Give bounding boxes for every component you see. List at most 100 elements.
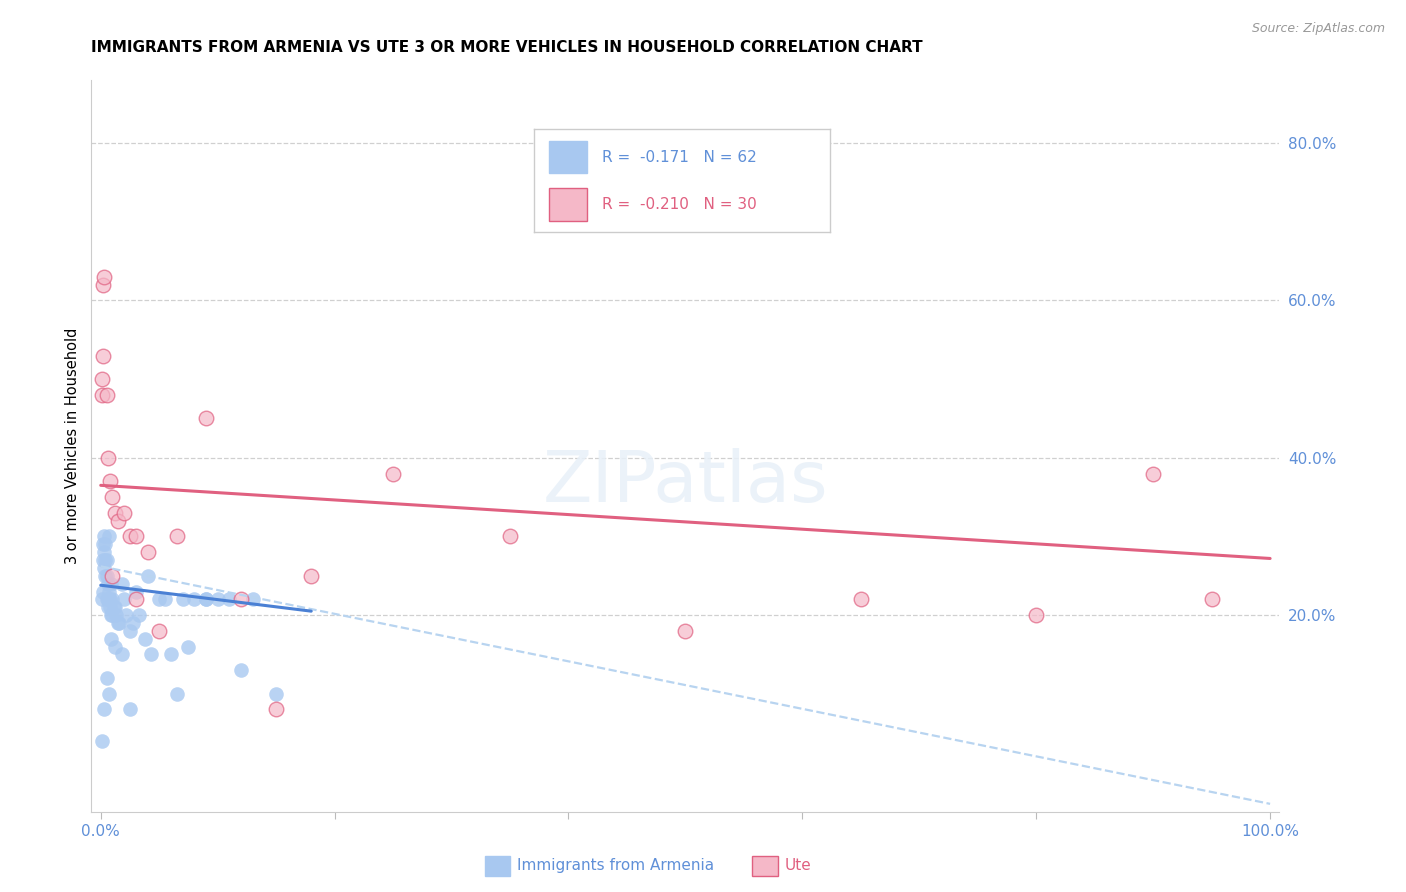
Point xyxy=(148,592,170,607)
Text: Source: ZipAtlas.com: Source: ZipAtlas.com xyxy=(1251,22,1385,36)
Point xyxy=(96,553,118,567)
Point xyxy=(107,514,129,528)
Point xyxy=(100,632,122,646)
Point xyxy=(264,702,287,716)
Point xyxy=(90,734,112,748)
Point xyxy=(104,608,127,623)
Point xyxy=(108,615,131,630)
Point xyxy=(94,568,117,582)
Point xyxy=(177,640,200,654)
Point xyxy=(101,592,124,607)
Point xyxy=(111,648,134,662)
Point xyxy=(94,553,117,567)
Point xyxy=(122,615,145,630)
Point xyxy=(264,687,287,701)
Text: Immigrants from Armenia: Immigrants from Armenia xyxy=(517,858,714,872)
Text: ZIPatlas: ZIPatlas xyxy=(543,448,828,517)
Point xyxy=(93,702,115,716)
Text: R =  -0.210   N = 30: R = -0.210 N = 30 xyxy=(602,197,756,211)
Text: R =  -0.171   N = 62: R = -0.171 N = 62 xyxy=(602,150,756,164)
Point xyxy=(93,529,115,543)
Point xyxy=(111,576,134,591)
Point xyxy=(136,568,159,582)
Point xyxy=(112,592,135,607)
Point xyxy=(166,529,188,543)
Point xyxy=(97,584,120,599)
Point xyxy=(96,671,118,685)
Point xyxy=(91,537,114,551)
Point xyxy=(104,640,127,654)
Point xyxy=(93,545,115,559)
Point xyxy=(172,592,194,607)
Y-axis label: 3 or more Vehicles in Household: 3 or more Vehicles in Household xyxy=(65,328,80,564)
Point xyxy=(97,576,120,591)
Point xyxy=(195,411,218,425)
Point xyxy=(125,584,148,599)
Point xyxy=(101,608,124,623)
Point xyxy=(91,584,114,599)
Point xyxy=(112,506,135,520)
Point xyxy=(96,592,118,607)
Point xyxy=(98,592,121,607)
Point xyxy=(98,600,121,615)
Point xyxy=(97,592,120,607)
Point xyxy=(195,592,218,607)
Point xyxy=(849,592,872,607)
Point xyxy=(153,592,176,607)
Point xyxy=(382,467,405,481)
Text: Ute: Ute xyxy=(785,858,811,872)
Point xyxy=(148,624,170,638)
Point xyxy=(100,576,122,591)
Point xyxy=(91,349,114,363)
Point xyxy=(118,624,141,638)
Point xyxy=(499,529,522,543)
Point xyxy=(101,490,124,504)
Point xyxy=(103,600,125,615)
Point xyxy=(218,592,240,607)
Point xyxy=(139,648,162,662)
Point xyxy=(104,506,127,520)
Point xyxy=(97,450,120,465)
Point xyxy=(97,687,120,701)
Point xyxy=(97,592,120,607)
Point xyxy=(94,537,117,551)
Point xyxy=(96,388,118,402)
Point xyxy=(128,608,150,623)
Point xyxy=(299,568,322,582)
Point xyxy=(1201,592,1223,607)
Point xyxy=(97,600,120,615)
Point xyxy=(242,592,264,607)
Point xyxy=(91,277,114,292)
Point xyxy=(183,592,205,607)
Point xyxy=(101,568,124,582)
Point xyxy=(107,615,129,630)
Point xyxy=(166,687,188,701)
Point xyxy=(136,545,159,559)
Point xyxy=(125,592,148,607)
Point xyxy=(90,592,112,607)
Point xyxy=(96,568,118,582)
Point xyxy=(118,529,141,543)
Point xyxy=(195,592,218,607)
Point xyxy=(90,372,112,386)
Point xyxy=(93,269,115,284)
Point xyxy=(673,624,696,638)
Bar xyxy=(548,188,588,220)
Point xyxy=(93,561,115,575)
Point xyxy=(115,608,138,623)
Text: IMMIGRANTS FROM ARMENIA VS UTE 3 OR MORE VEHICLES IN HOUSEHOLD CORRELATION CHART: IMMIGRANTS FROM ARMENIA VS UTE 3 OR MORE… xyxy=(91,40,922,55)
Point xyxy=(134,632,156,646)
Point xyxy=(125,529,148,543)
Point xyxy=(118,702,141,716)
Point xyxy=(1025,608,1047,623)
Bar xyxy=(548,141,588,173)
Point xyxy=(160,648,183,662)
Point xyxy=(97,529,120,543)
Point xyxy=(98,475,121,489)
Point xyxy=(1142,467,1164,481)
Point xyxy=(229,592,252,607)
Point xyxy=(104,600,127,615)
Point xyxy=(90,388,112,402)
Point xyxy=(229,663,252,677)
Point xyxy=(100,608,122,623)
